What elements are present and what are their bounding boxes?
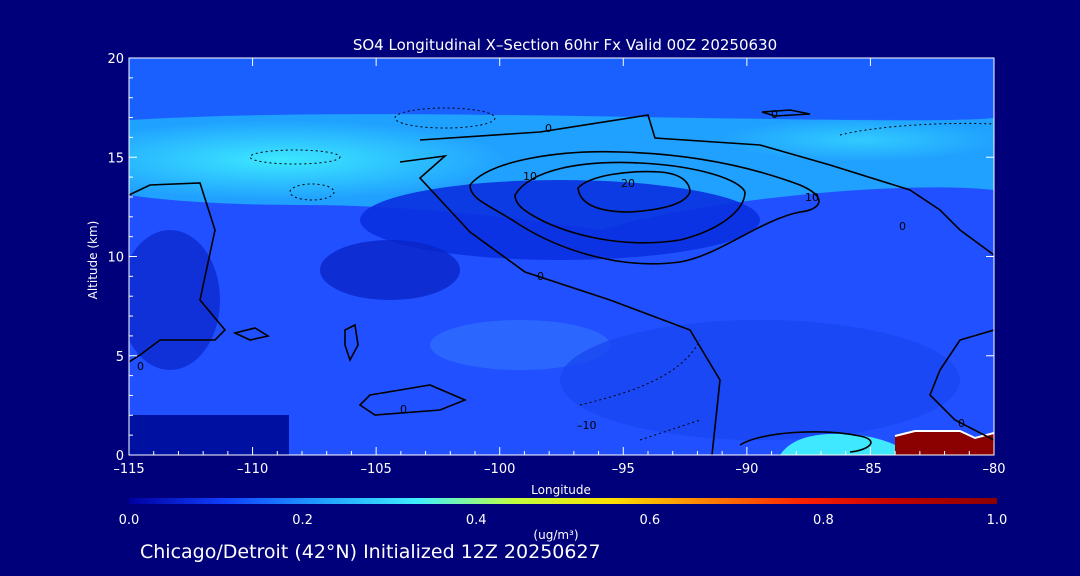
contour-neg-5 xyxy=(579,339,701,441)
contour-label: 0 xyxy=(537,270,544,283)
y-tick-label: 20 xyxy=(107,52,124,67)
contour-label: 20 xyxy=(621,177,635,190)
x-tick-label: –95 xyxy=(612,462,635,477)
colorbar-unit-label: (ug/m³) xyxy=(533,528,578,542)
field-surface-plume-light xyxy=(780,433,895,455)
field-jet-core-2 xyxy=(720,118,994,162)
field-dark-blob-3 xyxy=(430,320,610,370)
colorbar-tick-label: 0.2 xyxy=(292,513,313,528)
field-dark-blob-1 xyxy=(320,240,460,300)
contour-label: 0 xyxy=(899,220,906,233)
field-dark-blob-2 xyxy=(129,230,220,370)
contour-neg-3 xyxy=(289,183,335,201)
contour-0-upper-b xyxy=(419,114,994,256)
field-surface-plume-edge xyxy=(894,430,994,440)
x-tick-label: –90 xyxy=(735,462,758,477)
contour-label: 0 xyxy=(958,417,965,430)
colorbar-tick-label: 0.4 xyxy=(466,513,487,528)
y-tick-label: 0 xyxy=(116,449,124,464)
x-tick-label: –110 xyxy=(237,462,268,477)
x-tick-label: –100 xyxy=(484,462,515,477)
contour-label: 10 xyxy=(805,191,819,204)
contour-surface xyxy=(739,431,872,453)
x-tick-label: –115 xyxy=(113,462,144,477)
colorbar-ticks: 0.0 0.2 0.4 0.6 0.8 1.0 xyxy=(119,513,1008,528)
contour-label: 0 xyxy=(137,360,144,373)
y-axis-label: Altitude (km) xyxy=(86,221,100,300)
field-lower-right xyxy=(560,320,960,440)
contour-label: –10 xyxy=(577,419,597,432)
contour-lines xyxy=(129,109,994,455)
x-tick-label: –105 xyxy=(360,462,391,477)
field-surface-plume xyxy=(895,431,994,455)
contour-20 xyxy=(577,170,691,213)
x-tick-label: –80 xyxy=(982,462,1005,477)
contour-small-1 xyxy=(232,327,271,341)
x-axis-label: Longitude xyxy=(531,483,591,497)
field-left-bottom xyxy=(129,415,289,455)
chart-title: SO4 Longitudinal X–Section 60hr Fx Valid… xyxy=(353,36,777,54)
y-tick-label: 5 xyxy=(116,350,124,365)
contour-label-group: 0 10 20 10 0 0 0 –10 0 0 0 xyxy=(137,108,965,432)
contour-right-upper xyxy=(761,109,811,117)
contour-label: 0 xyxy=(400,403,407,416)
contour-neg-4 xyxy=(839,122,994,136)
colorbar-tick-label: 0.6 xyxy=(639,513,660,528)
colorbar-tick-label: 0.0 xyxy=(119,513,140,528)
contour-label: 0 xyxy=(771,108,778,121)
contour-0-main xyxy=(129,182,227,363)
colorbar-tick-label: 1.0 xyxy=(987,513,1008,528)
plot-area: 0 10 20 10 0 0 0 –10 0 0 0 xyxy=(129,58,994,455)
contour-low-left xyxy=(358,384,468,416)
x-tick-label: –85 xyxy=(859,462,882,477)
contour-neg-2 xyxy=(249,149,341,165)
colorbar-tick-label: 0.8 xyxy=(813,513,834,528)
contour-lines-negative xyxy=(249,107,994,441)
contour-label: 10 xyxy=(523,170,537,183)
colorbar xyxy=(129,498,997,504)
contour-10-inner xyxy=(514,161,746,244)
y-tick-label: 10 xyxy=(107,251,124,266)
field-mid-region xyxy=(360,180,760,260)
contour-neg-1 xyxy=(394,107,496,129)
y-tick-label: 15 xyxy=(107,151,124,166)
contour-right xyxy=(929,329,994,441)
contour-label: 0 xyxy=(545,122,552,135)
field-jet-core xyxy=(129,120,510,200)
contour-0-upper xyxy=(399,154,721,455)
contour-small-2 xyxy=(344,323,359,363)
footer-caption: Chicago/Detroit (42°N) Initialized 12Z 2… xyxy=(140,541,601,563)
contour-10 xyxy=(469,150,820,265)
x-axis: –115 –110 –105 –100 –95 –90 –85 –80 xyxy=(113,58,1006,477)
